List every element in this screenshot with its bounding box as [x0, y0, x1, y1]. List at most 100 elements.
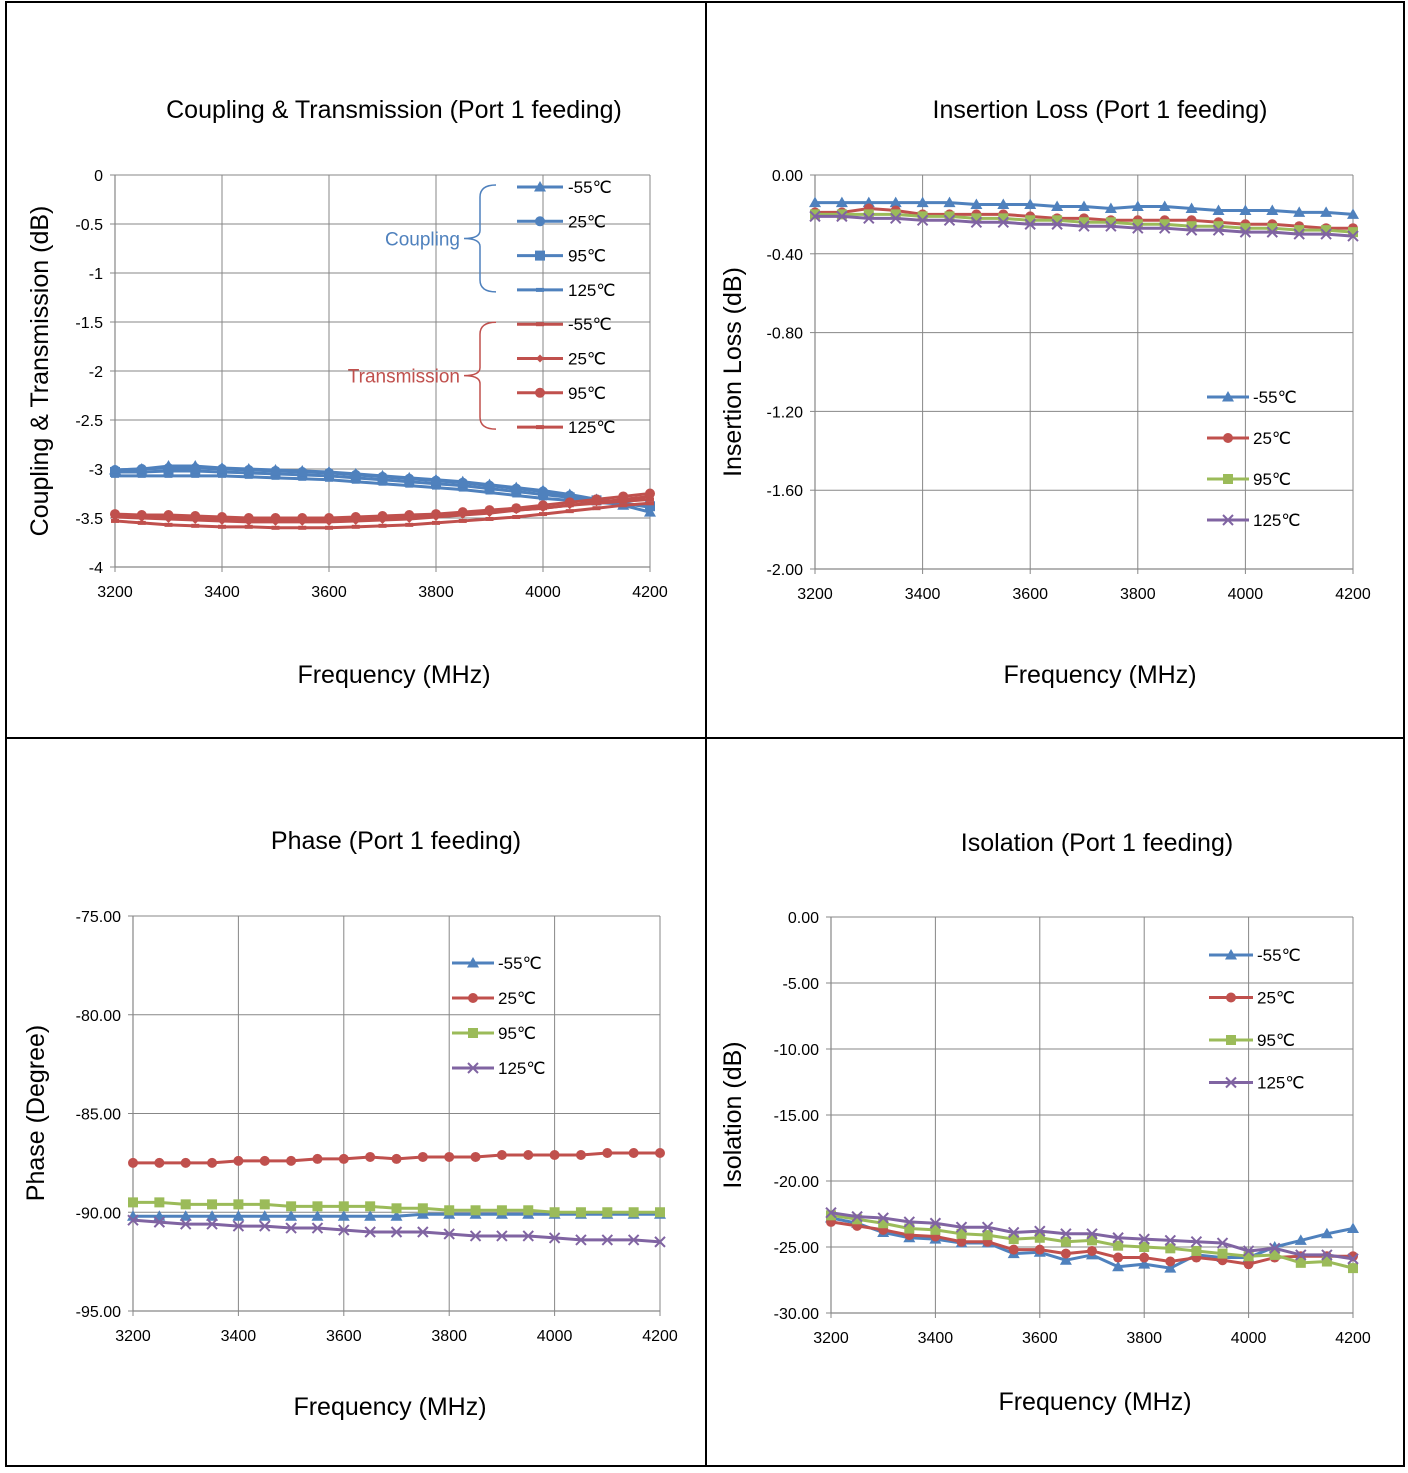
- data-point: [351, 516, 360, 521]
- data-point: [417, 1151, 428, 1162]
- data-point: [628, 1207, 639, 1218]
- data-point: [271, 525, 280, 530]
- chart-panel-2: Insertion Loss (Port 1 feeding) 0.00 -0.40…: [719, 96, 1371, 689]
- series-2: [128, 1148, 665, 1168]
- data-point: [1113, 1240, 1124, 1251]
- y-tick-label: -2.00: [767, 562, 804, 579]
- data-point: [1164, 1262, 1177, 1273]
- legend-swatch-marker: [536, 425, 544, 430]
- data-point: [997, 216, 1010, 228]
- data-point: [1159, 219, 1170, 230]
- legend-swatch-marker: [468, 993, 478, 1003]
- data-point: [1320, 1227, 1333, 1239]
- data-point: [627, 1234, 640, 1246]
- y-tick-label: -2.5: [75, 413, 103, 430]
- data-point: [863, 212, 875, 225]
- data-point: [619, 499, 628, 504]
- x-tick-label: 3600: [1022, 1330, 1058, 1347]
- data-point: [943, 196, 956, 208]
- x-tick-label: 3800: [1126, 1330, 1162, 1347]
- data-point: [180, 1157, 191, 1168]
- data-point: [538, 489, 548, 500]
- data-point: [1268, 1242, 1281, 1255]
- data-point: [191, 523, 200, 528]
- data-point: [548, 1232, 561, 1244]
- y-tick-label: -2: [89, 364, 103, 381]
- data-point: [1034, 1232, 1045, 1243]
- data-point: [218, 516, 226, 521]
- data-point: [1112, 1260, 1125, 1272]
- data-point: [1086, 1228, 1098, 1240]
- series-4: [111, 473, 654, 509]
- data-point: [549, 1207, 560, 1218]
- data-point: [1051, 200, 1064, 212]
- data-point: [312, 1153, 323, 1164]
- data-point: [944, 211, 955, 222]
- data-point: [903, 1216, 916, 1228]
- y-tick-label: -0.40: [767, 247, 804, 264]
- data-point: [549, 1149, 560, 1160]
- data-point: [206, 1210, 219, 1221]
- data-point: [826, 1210, 836, 1221]
- x-axis-label: Frequency (MHz): [293, 1393, 486, 1421]
- series-4: [825, 1206, 1359, 1265]
- data-point: [904, 1223, 915, 1234]
- data-point: [457, 480, 468, 491]
- data-point: [565, 509, 574, 514]
- data-point: [1217, 1248, 1228, 1259]
- data-point: [136, 466, 147, 477]
- data-point: [1266, 226, 1279, 238]
- data-point: [810, 209, 820, 220]
- data-point: [164, 515, 173, 520]
- legend-swatch-marker: [536, 287, 544, 292]
- data-point: [1243, 1259, 1254, 1270]
- data-point: [164, 522, 173, 527]
- data-point: [1034, 1244, 1045, 1255]
- x-tick-label: 3400: [918, 1330, 954, 1347]
- data-point: [298, 476, 307, 481]
- data-point: [1059, 1254, 1072, 1265]
- data-point: [325, 525, 333, 530]
- data-point: [1347, 1222, 1359, 1234]
- data-point: [1079, 217, 1089, 228]
- data-point: [997, 198, 1010, 210]
- data-point: [218, 524, 226, 529]
- data-point: [575, 1207, 586, 1218]
- data-point: [1105, 217, 1116, 228]
- data-point: [496, 1149, 507, 1160]
- legend-label: 95℃: [568, 384, 606, 403]
- y-tick-label: -85.00: [76, 1107, 121, 1124]
- data-point: [1239, 226, 1252, 238]
- legend-label: 125℃: [568, 281, 615, 300]
- data-point: [164, 473, 173, 478]
- data-point: [1348, 1263, 1358, 1274]
- x-tick-label: 3600: [311, 584, 347, 601]
- data-point: [470, 1151, 481, 1162]
- data-point: [470, 1205, 481, 1216]
- data-point: [179, 1210, 192, 1221]
- data-point: [298, 525, 307, 530]
- data-point: [601, 1234, 614, 1246]
- data-point: [1138, 1233, 1150, 1245]
- y-tick-label: 0: [94, 168, 103, 185]
- data-point: [1008, 1244, 1019, 1255]
- legend-label: -55℃: [568, 315, 612, 334]
- x-tick-label: 4000: [525, 584, 561, 601]
- data-point: [233, 1199, 244, 1210]
- data-point: [1087, 1245, 1097, 1256]
- data-point: [852, 1214, 863, 1225]
- y-tick-label: 0.00: [772, 168, 803, 185]
- data-point: [1087, 1235, 1097, 1246]
- legend-group-label: Transmission: [348, 367, 460, 388]
- data-point: [469, 1230, 482, 1242]
- data-point: [444, 1205, 455, 1216]
- legend-swatch-marker: [1226, 1035, 1236, 1045]
- series-1: [809, 196, 1359, 219]
- x-axis-label: Frequency (MHz): [297, 661, 490, 689]
- data-point: [1024, 218, 1036, 230]
- data-point: [443, 1228, 455, 1240]
- data-point: [1008, 1234, 1019, 1245]
- data-point: [298, 517, 307, 522]
- data-point: [1295, 1249, 1307, 1261]
